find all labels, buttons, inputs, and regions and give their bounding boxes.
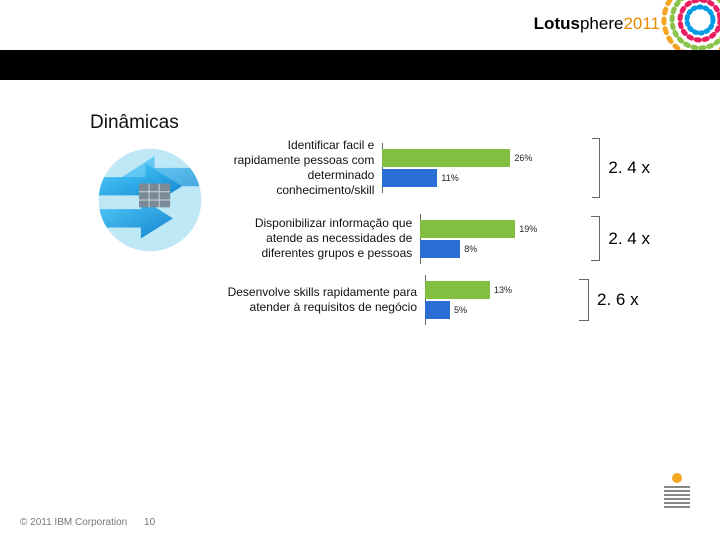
bar-fill xyxy=(420,240,460,258)
bar-fill xyxy=(420,220,515,238)
row-label: Desenvolve skills rapidamente para atend… xyxy=(220,285,425,315)
bar-value: 19% xyxy=(519,224,537,234)
bar: 13% xyxy=(425,281,575,299)
bar-value: 26% xyxy=(514,153,532,163)
content: Dinâmicas Identificar facil e rapidament… xyxy=(0,100,720,500)
bar: 26% xyxy=(382,149,532,167)
bar-fill xyxy=(425,301,450,319)
bar-value: 13% xyxy=(494,285,512,295)
page-number: 10 xyxy=(144,517,155,528)
row-label: Identificar facil e rapidamente pessoas … xyxy=(220,138,382,198)
chart-row: Identificar facil e rapidamente pessoas … xyxy=(220,138,650,198)
bar-group: 26% 11% xyxy=(382,147,532,189)
brand-part2: phere xyxy=(580,14,623,33)
multiplier: 2. 4 x xyxy=(608,229,650,249)
illustration-icon xyxy=(95,145,205,255)
ibm-logo-icon xyxy=(660,472,694,510)
multiplier: 2. 4 x xyxy=(608,158,650,178)
bar-chart: Identificar facil e rapidamente pessoas … xyxy=(220,138,650,339)
bar-value: 8% xyxy=(464,244,477,254)
footer: © 2011 IBM Corporation 10 xyxy=(20,517,155,528)
row-label: Disponibilizar informação que atende as … xyxy=(220,216,420,261)
bracket-icon xyxy=(592,138,600,198)
chart-row: Desenvolve skills rapidamente para atend… xyxy=(220,279,650,321)
bracket-icon xyxy=(591,216,601,261)
brand-part1: Lotus xyxy=(534,14,580,33)
bar-group: 19% 8% xyxy=(420,218,566,260)
multiplier: 2. 6 x xyxy=(597,290,639,310)
bar-fill xyxy=(382,169,437,187)
header: Lotusphere2011 xyxy=(0,0,720,50)
brand-logo: Lotusphere2011 xyxy=(534,14,660,34)
bar-fill xyxy=(382,149,510,167)
bar: 8% xyxy=(420,240,566,258)
bar: 19% xyxy=(420,220,566,238)
header-band xyxy=(0,50,720,80)
bar-value: 11% xyxy=(441,173,458,183)
chart-row: Disponibilizar informação que atende as … xyxy=(220,216,650,261)
bar: 11% xyxy=(382,169,532,187)
bar-value: 5% xyxy=(454,305,467,315)
bar: 5% xyxy=(425,301,575,319)
bracket-icon xyxy=(579,279,589,321)
copyright: © 2011 IBM Corporation xyxy=(20,517,127,528)
page-title: Dinâmicas xyxy=(90,112,179,134)
bar-fill xyxy=(425,281,490,299)
bar-group: 13% 5% xyxy=(425,279,575,321)
